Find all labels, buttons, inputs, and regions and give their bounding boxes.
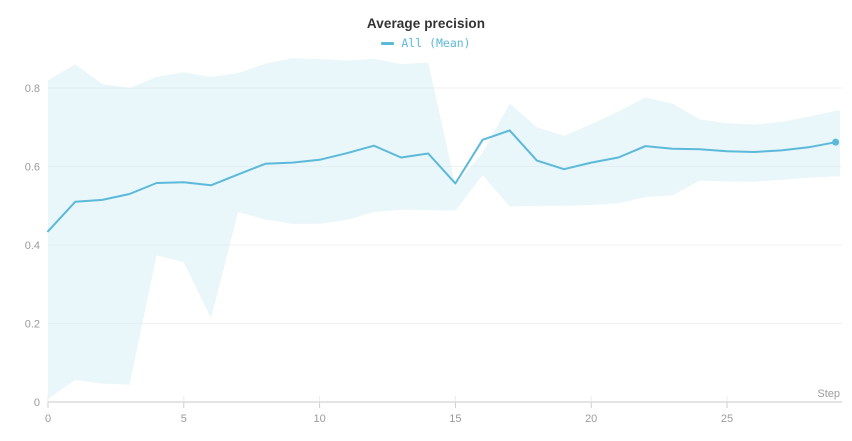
legend-label: All (Mean) (401, 36, 471, 50)
x-tick-label: 25 (721, 413, 733, 425)
legend-line-icon (381, 42, 395, 45)
y-tick-label: 0.6 (25, 162, 40, 174)
y-tick-label: 0.2 (25, 319, 40, 331)
mean-line[interactable] (47, 129, 837, 233)
chart-title: Average precision (366, 16, 486, 31)
x-tick-label: 0 (45, 413, 51, 425)
y-tick-label: 0 (34, 397, 40, 409)
y-tick-label: 0.8 (25, 83, 40, 95)
confidence-band (48, 58, 840, 399)
last-point-marker[interactable] (832, 138, 840, 146)
chart-legend: All (Mean) (0, 36, 852, 50)
x-tick-label: 15 (449, 413, 461, 425)
x-axis-title: Step (817, 388, 840, 400)
x-tick-label: 20 (585, 413, 597, 425)
x-tick-label: 5 (181, 413, 187, 425)
x-tick-label: 10 (313, 413, 325, 425)
y-tick-label: 0.4 (25, 240, 40, 252)
